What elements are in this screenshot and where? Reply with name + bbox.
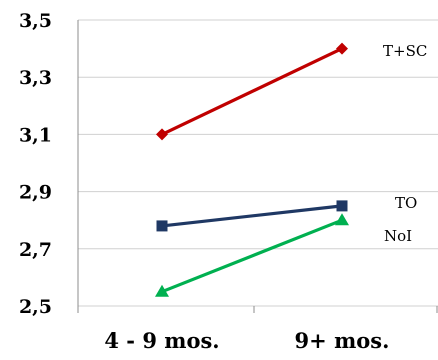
y-tick-label: 3,1 (19, 124, 52, 146)
data-point-square (156, 220, 168, 232)
data-point-diamond (336, 42, 348, 55)
x-category-label: 4 - 9 mos. (104, 328, 219, 353)
series-line (161, 218, 343, 294)
series-label: NoI (384, 227, 412, 245)
series-label: TO (395, 194, 417, 212)
series-group (155, 42, 349, 297)
x-category-label: 9+ mos. (295, 328, 390, 353)
data-point-square (336, 200, 348, 212)
data-point-triangle (335, 213, 349, 226)
y-tick-labels: 2,5 2,7 2,9 3,1 3,3 3,5 (19, 10, 52, 318)
x-category-labels: 4 - 9 mos. 9+ mos. (104, 328, 389, 353)
data-point-triangle (155, 284, 169, 297)
y-tick-label: 2,7 (19, 239, 52, 261)
y-tick-label: 2,9 (19, 182, 52, 204)
axes (77, 20, 438, 313)
series-labels: T+SC TO NoI (383, 42, 427, 245)
y-tick-label: 3,5 (19, 10, 52, 32)
data-point-diamond (156, 128, 168, 141)
series-line (161, 47, 343, 136)
y-tick-label: 2,5 (19, 296, 52, 318)
gridlines (78, 19, 438, 307)
series-line (161, 204, 343, 228)
y-tick-label: 3,3 (19, 67, 52, 89)
series-label: T+SC (383, 42, 427, 60)
